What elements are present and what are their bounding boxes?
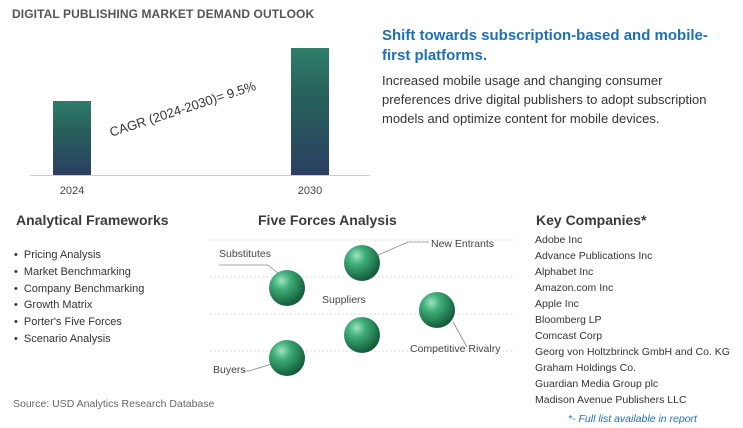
buyers-label: Buyers: [213, 364, 246, 376]
competitive-rivalry-label: Competitive Rivalry: [410, 343, 501, 355]
list-item: Apple Inc: [535, 298, 579, 310]
list-item: Georg von Holtzbrinck GmbH and Co. KG: [535, 346, 730, 358]
list-item: Scenario Analysis: [14, 331, 144, 348]
list-item: Adobe Inc: [535, 234, 583, 246]
five-forces-graphic: [210, 239, 515, 376]
list-item: Comcast Corp: [535, 330, 603, 342]
companies-title: Key Companies*: [536, 212, 647, 228]
substitutes-label: Substitutes: [219, 248, 271, 260]
suppliers-sphere: [344, 317, 380, 353]
frameworks-title: Analytical Frameworks: [16, 212, 169, 228]
list-item: Advance Publications Inc: [535, 250, 653, 262]
list-item: Bloomberg LP: [535, 314, 602, 326]
full-list-note: *- Full list available in report: [568, 413, 697, 425]
list-item: Market Benchmarking: [14, 264, 144, 281]
five-forces-title: Five Forces Analysis: [258, 212, 397, 228]
bar-2024: [53, 101, 91, 175]
x-tick-label-2030: 2030: [297, 185, 323, 197]
new-entrants-sphere: [344, 245, 380, 281]
list-item: Madison Avenue Publishers LLC: [535, 394, 687, 406]
cagr-annotation: CAGR (2024-2030)= 9.5%: [107, 78, 258, 140]
list-item: Company Benchmarking: [14, 281, 144, 298]
substitutes-sphere: [269, 270, 305, 306]
new-entrants-label: New Entrants: [431, 238, 495, 250]
headline-description: Increased mobile usage and changing cons…: [382, 73, 707, 126]
five-forces-diagram: Substitutes New Entrants Suppliers Compe…: [205, 232, 520, 382]
competitive-rivalry-sphere: [419, 292, 455, 328]
companies-list: Adobe Inc Advance Publications Inc Alpha…: [535, 232, 730, 408]
list-item: Porter's Five Forces: [14, 314, 144, 331]
list-item: Pricing Analysis: [14, 247, 144, 264]
suppliers-label: Suppliers: [322, 294, 366, 306]
market-outlook-chart: 2024 2030 CAGR (2024-2030)= 9.5%: [10, 25, 370, 205]
bar-2030: [291, 48, 329, 175]
list-item: Guardian Media Group plc: [535, 378, 659, 390]
x-tick-label-2024: 2024: [59, 185, 85, 197]
frameworks-list: Pricing Analysis Market Benchmarking Com…: [14, 247, 144, 348]
source-note: Source: USD Analytics Research Database: [13, 398, 215, 410]
page-title: DIGITAL PUBLISHING MARKET DEMAND OUTLOOK: [12, 7, 315, 21]
buyers-sphere: [269, 340, 305, 376]
headline: Shift towards subscription-based and mob…: [382, 27, 708, 64]
list-item: Amazon.com Inc: [535, 282, 614, 294]
list-item: Graham Holdings Co.: [535, 362, 636, 374]
list-item: Alphabet Inc: [535, 266, 594, 278]
x-axis-line: [30, 175, 370, 176]
list-item: Growth Matrix: [14, 297, 144, 314]
